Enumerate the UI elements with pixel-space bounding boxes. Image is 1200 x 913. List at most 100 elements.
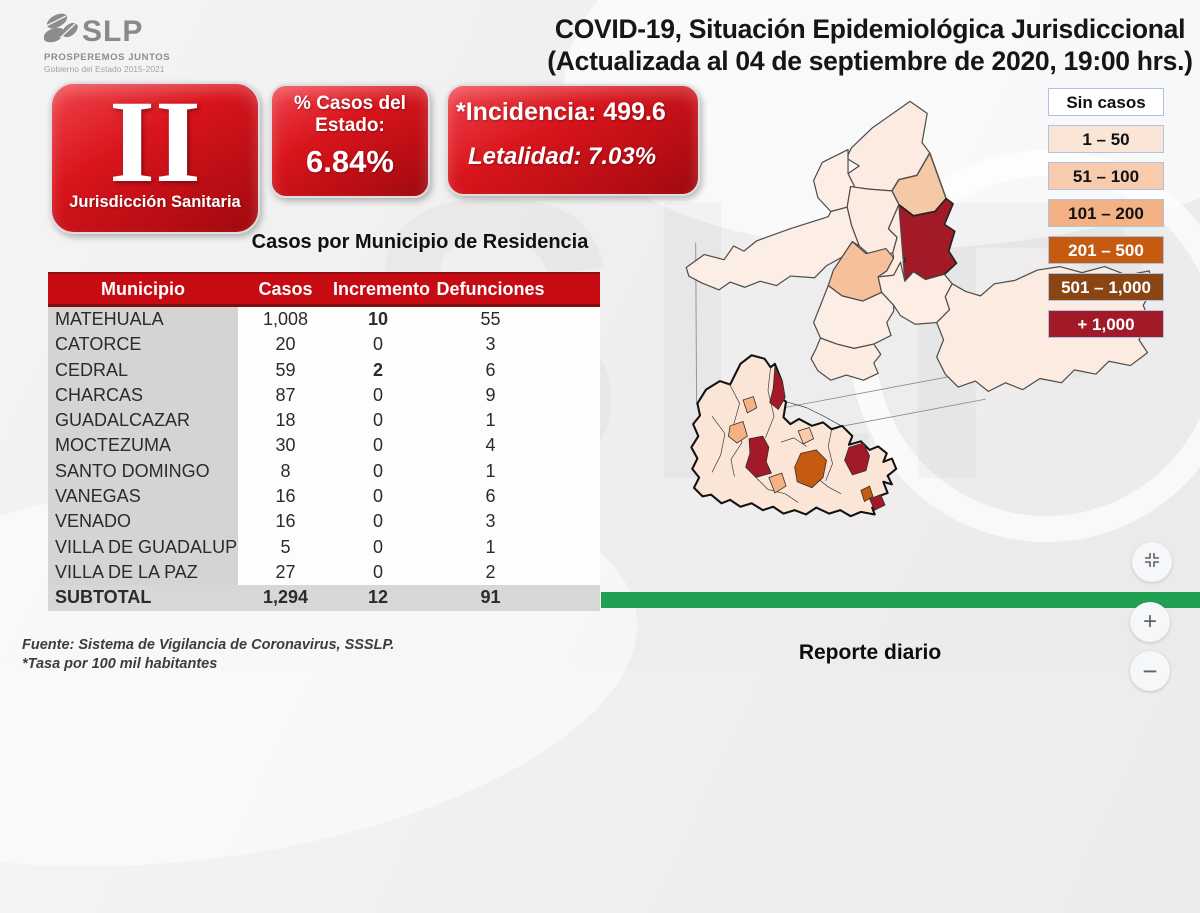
legend-item: 201 – 500 [1048, 236, 1164, 264]
letalidad-value: Letalidad: 7.03% [468, 143, 657, 170]
cell-incremento: 0 [372, 435, 383, 456]
table-row: VILLA DE LA PAZ 27 0 2 [48, 559, 600, 586]
table-row: MOCTEZUMA 30 0 4 [48, 433, 600, 459]
table-title: Casos por Municipio de Residencia [251, 231, 589, 253]
cell-defunciones: 4 [485, 435, 496, 456]
inset-region [844, 442, 870, 476]
plus-icon: + [1142, 608, 1157, 635]
jurisdiction-label: Jurisdicción Sanitaria [69, 193, 241, 211]
col-header-municipio: Municipio [101, 279, 185, 299]
table-row: VANEGAS 16 0 6 [48, 484, 600, 510]
logo-tagline: PROSPEREMOS JUNTOS [44, 52, 171, 63]
map-region-moctezuma [810, 337, 882, 381]
cell-municipio: CATORCE [48, 332, 238, 358]
cell-municipio: VILLA DE GUADALUPE [48, 534, 238, 560]
cell-defunciones: 6 [485, 359, 496, 380]
map-region-venado [813, 284, 895, 349]
zoom-in-button[interactable]: + [1130, 602, 1170, 642]
map-region [877, 261, 953, 325]
pct-label-line2: Estado: [315, 115, 385, 136]
cell-casos: 8 [280, 460, 291, 481]
zoom-out-button[interactable]: − [1130, 651, 1170, 691]
cell-defunciones: 2 [485, 561, 496, 582]
cell-casos: 1,008 [262, 309, 309, 329]
incidencia-value: *Incidencia: 499.6 [456, 98, 666, 126]
minus-icon: − [1142, 655, 1158, 686]
cell-incremento: 10 [367, 309, 389, 329]
cell-defunciones: 3 [485, 334, 496, 355]
inset-region-matehuala [769, 366, 786, 410]
cell-defunciones: 91 [480, 587, 501, 608]
title-line-1: COVID-19, Situación Epidemiológica Juris… [554, 14, 1186, 44]
cell-municipio: MOCTEZUMA [48, 433, 238, 459]
cases-table: Municipio Casos Incremento Defunciones M… [48, 272, 600, 611]
jurisdiction-badge: II Jurisdicción Sanitaria [50, 82, 260, 234]
col-header-casos: Casos [258, 279, 313, 299]
inset-region [869, 494, 886, 511]
cell-casos: 18 [275, 410, 296, 431]
cell-municipio: SANTO DOMINGO [48, 458, 238, 485]
cell-municipio: VENADO [48, 509, 238, 535]
cell-municipio: VILLA DE LA PAZ [48, 559, 238, 586]
title-line-2: (Actualizada al 04 de septiembre de 2020… [547, 46, 1193, 76]
legend-item: 1 – 50 [1048, 125, 1164, 153]
pct-value: 6.84% [306, 144, 394, 179]
cell-casos: 5 [280, 536, 291, 557]
inset-region [728, 421, 748, 444]
collapse-icon [1144, 552, 1160, 573]
table-row: MATEHUALA 1,008 10 55 [48, 307, 600, 333]
cell-incremento: 0 [372, 536, 383, 557]
cell-defunciones: 3 [485, 511, 496, 532]
jurisdiction-map [685, 100, 1154, 518]
pct-label-line1: % Casos del [294, 93, 406, 114]
cell-casos: 16 [275, 486, 296, 507]
legend-item: 51 – 100 [1048, 162, 1164, 190]
table-row: CHARCAS 87 0 9 [48, 382, 600, 409]
cell-incremento: 0 [372, 486, 383, 507]
table-header-row: Municipio Casos Incremento Defunciones [48, 272, 600, 307]
legend-item: Sin casos [1048, 88, 1164, 116]
cell-municipio: SUBTOTAL [48, 585, 238, 611]
cell-incremento: 12 [367, 587, 389, 608]
cell-incremento: 0 [372, 511, 383, 532]
state-percentage-badge: % Casos del Estado: 6.84% [270, 84, 430, 198]
cell-defunciones: 1 [485, 410, 496, 431]
cell-casos: 20 [275, 334, 296, 355]
fit-to-screen-button[interactable] [1132, 542, 1172, 582]
source-note: Fuente: Sistema de Vigilancia de Coronav… [22, 636, 394, 674]
inset-region [742, 396, 758, 414]
cell-municipio: GUADALCAZAR [48, 408, 238, 434]
logo-subline: Gobierno del Estado 2015-2021 [44, 64, 165, 74]
table-row: VENADO 16 0 3 [48, 509, 600, 535]
legend-item: + 1,000 [1048, 310, 1164, 338]
cell-casos: 30 [275, 435, 296, 456]
table-row: CATORCE 20 0 3 [48, 332, 600, 358]
cell-incremento: 0 [372, 384, 383, 405]
cell-incremento: 0 [372, 561, 383, 582]
reporte-diario-label: Reporte diario [798, 641, 942, 664]
map-legend: Sin casos 1 – 50 51 – 100 101 – 200 201 … [1048, 88, 1164, 347]
table-row: VILLA DE GUADALUPE 5 0 1 [48, 534, 600, 560]
inset-region [860, 485, 874, 502]
cell-incremento: 0 [372, 410, 383, 431]
cell-defunciones: 55 [480, 309, 501, 329]
cell-defunciones: 6 [485, 486, 496, 507]
col-header-incremento: Incremento [333, 279, 431, 299]
table-subtotal-row: SUBTOTAL 1,294 12 91 [48, 585, 600, 611]
cell-defunciones: 1 [485, 536, 496, 557]
inset-region [797, 427, 814, 445]
cell-casos: 59 [275, 359, 296, 380]
incidence-badge: *Incidencia: 499.6 Letalidad: 7.03% [446, 84, 700, 196]
slp-beans-icon [43, 12, 78, 51]
cell-incremento: 0 [372, 460, 383, 481]
cell-casos: 27 [275, 561, 296, 582]
cell-casos: 16 [275, 511, 296, 532]
logo-text: SLP [82, 14, 144, 48]
tasa-text: *Tasa por 100 mil habitantes [22, 656, 218, 672]
page-title: COVID-19, Situación Epidemiológica Juris… [540, 13, 1200, 77]
fuente-text: Fuente: Sistema de Vigilancia de Coronav… [22, 637, 395, 653]
jurisdiction-number: II [109, 76, 201, 207]
col-header-defunciones: Defunciones [436, 279, 545, 299]
state-logo: SLP PROSPEREMOS JUNTOS Gobierno del Esta… [43, 12, 224, 74]
cell-defunciones: 1 [485, 460, 496, 481]
